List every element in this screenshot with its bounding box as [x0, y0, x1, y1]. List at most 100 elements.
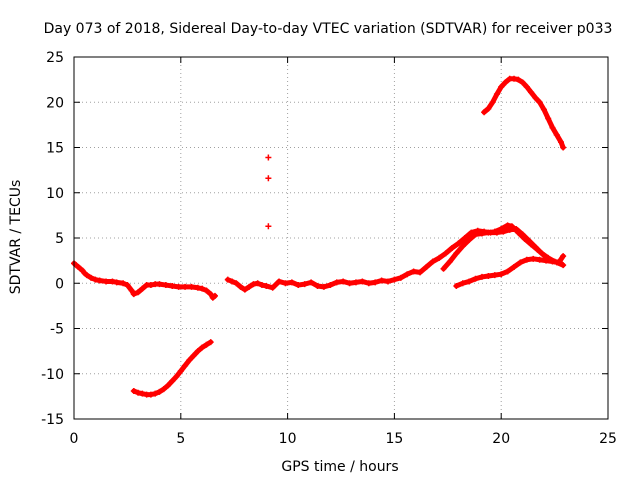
series-negative-arc: [130, 339, 214, 398]
data-point: [481, 109, 488, 116]
data-point: [515, 76, 522, 83]
data-point: [532, 94, 539, 101]
data-point: [453, 282, 460, 289]
data-point: [459, 243, 466, 250]
data-point: [491, 228, 498, 235]
series-band: [441, 222, 566, 272]
data-point: [295, 282, 302, 289]
data-point: [182, 362, 189, 369]
data-point: [459, 280, 466, 287]
data-point: [466, 236, 473, 243]
data-point: [327, 282, 334, 289]
data-point: [397, 274, 404, 281]
data-point: [455, 240, 462, 247]
data-point: [224, 276, 231, 283]
data-point: [545, 115, 552, 122]
data-point: [536, 256, 543, 263]
data-point: [160, 386, 167, 393]
data-point: [493, 91, 500, 98]
y-tick-label: 20: [46, 95, 64, 111]
data-point: [152, 390, 159, 397]
data-point: [203, 287, 210, 294]
data-point: [440, 265, 447, 272]
y-tick-label: 15: [46, 141, 64, 157]
data-point: [113, 279, 120, 286]
data-point: [83, 272, 90, 279]
data-point: [229, 278, 236, 285]
y-tick-label: -10: [41, 367, 64, 383]
data-point: [135, 389, 142, 396]
data-point: [147, 282, 154, 289]
data-point: [485, 273, 492, 280]
data-point: [194, 284, 201, 291]
data-point: [188, 283, 195, 290]
data-point: [177, 368, 184, 375]
data-point: [263, 282, 270, 289]
data-point: [449, 244, 456, 251]
data-point: [128, 287, 135, 294]
series-main-track: [71, 260, 218, 301]
data-point: [173, 373, 180, 380]
x-tick-label: 10: [279, 431, 297, 447]
data-points: [71, 75, 567, 398]
data-point: [207, 339, 214, 346]
series-lower-rising-track: [453, 253, 567, 289]
data-point: [517, 259, 524, 266]
data-point: [130, 387, 137, 394]
data-point: [333, 279, 340, 286]
data-point: [156, 281, 163, 288]
data-point: [175, 283, 182, 290]
data-point: [521, 235, 528, 242]
series-band: [71, 260, 218, 301]
x-tick-label: 15: [385, 431, 403, 447]
data-point: [378, 277, 385, 284]
data-point: [103, 278, 110, 285]
data-point: [233, 280, 240, 287]
data-point: [203, 341, 210, 348]
data-point: [498, 83, 505, 90]
data-point: [523, 83, 530, 90]
data-point: [543, 257, 550, 264]
data-point: [186, 357, 193, 364]
data-point: [468, 229, 475, 236]
data-point: [384, 278, 391, 285]
data-point: [478, 230, 485, 237]
data-point: [453, 250, 460, 257]
y-tick-label: 10: [46, 186, 64, 202]
x-tick-label: 5: [176, 431, 185, 447]
data-point: [489, 99, 496, 106]
data-point: [485, 105, 492, 112]
data-point: [511, 75, 518, 82]
data-point: [555, 259, 562, 266]
data-point: [359, 278, 366, 285]
data-point: [491, 272, 498, 279]
data-point: [301, 281, 308, 288]
series-upper-arc: [481, 75, 567, 151]
data-point: [498, 271, 505, 278]
data-point: [156, 388, 163, 395]
data-point: [288, 279, 295, 286]
data-point: [276, 278, 283, 285]
data-point: [346, 280, 353, 287]
data-point: [478, 273, 485, 280]
data-point: [461, 235, 468, 241]
data-point: [466, 278, 473, 285]
data-point: [560, 262, 567, 269]
data-point: [515, 229, 522, 236]
data-point: [365, 280, 372, 287]
data-point: [528, 89, 535, 96]
data-point: [391, 276, 398, 283]
series-outliers: [265, 154, 272, 230]
data-point: [282, 280, 289, 287]
data-point: [169, 282, 176, 289]
data-point: [549, 258, 556, 265]
data-point: [528, 241, 535, 248]
data-point: [404, 271, 411, 278]
data-point: [130, 291, 137, 298]
data-point: [124, 282, 131, 289]
data-point: [194, 348, 201, 355]
data-point: [410, 268, 417, 275]
data-point: [139, 390, 146, 397]
chart-title: Day 073 of 2018, Sidereal Day-to-day VTE…: [44, 21, 613, 37]
data-point: [135, 289, 142, 296]
